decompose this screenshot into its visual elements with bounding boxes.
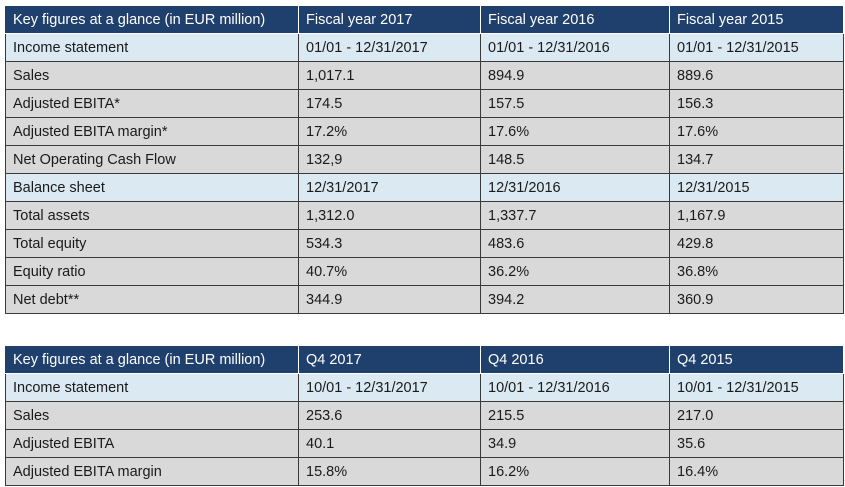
value-cell: 1,337.7	[480, 201, 670, 230]
value-cell: 253.6	[298, 401, 481, 430]
row-label: Adjusted EBITA margin	[5, 457, 299, 486]
header-cell-2016: Fiscal year 2016	[480, 5, 670, 34]
value-cell: 344.9	[298, 285, 481, 314]
table-row: Total equity 534.3 483.6 429.8	[5, 229, 844, 258]
row-label: Adjusted EBITA*	[5, 89, 299, 118]
row-label: Equity ratio	[5, 257, 299, 286]
value-cell: 36.2%	[480, 257, 670, 286]
value-cell: 35.6	[669, 429, 844, 458]
value-cell: 1,312.0	[298, 201, 481, 230]
header-cell-q4-2015: Q4 2015	[669, 345, 844, 374]
row-label: Net Operating Cash Flow	[5, 145, 299, 174]
row-label: Balance sheet	[5, 173, 299, 202]
value-cell: 16.2%	[480, 457, 670, 486]
table-row: Sales 253.6 215.5 217.0	[5, 401, 844, 430]
row-label: Net debt**	[5, 285, 299, 314]
header-cell-q4-2017: Q4 2017	[298, 345, 481, 374]
key-figures-annual-table: Key figures at a glance (in EUR million)…	[5, 5, 844, 314]
value-cell: 01/01 - 12/31/2015	[669, 33, 844, 62]
value-cell: 01/01 - 12/31/2017	[298, 33, 481, 62]
value-cell: 36.8%	[669, 257, 844, 286]
table-header-row: Key figures at a glance (in EUR million)…	[5, 5, 844, 34]
value-cell: 15.8%	[298, 457, 481, 486]
row-label: Income statement	[5, 373, 299, 402]
header-cell-label: Key figures at a glance (in EUR million)	[5, 345, 299, 374]
value-cell: 132,9	[298, 145, 481, 174]
value-cell: 174.5	[298, 89, 481, 118]
value-cell: 10/01 - 12/31/2016	[480, 373, 670, 402]
value-cell: 134.7	[669, 145, 844, 174]
value-cell: 1,017.1	[298, 61, 481, 90]
header-cell-2015: Fiscal year 2015	[669, 5, 844, 34]
table-row: Net debt** 344.9 394.2 360.9	[5, 285, 844, 314]
table-row: Total assets 1,312.0 1,337.7 1,167.9	[5, 201, 844, 230]
value-cell: 01/01 - 12/31/2016	[480, 33, 670, 62]
key-figures-q4-table: Key figures at a glance (in EUR million)…	[5, 345, 844, 486]
value-cell: 429.8	[669, 229, 844, 258]
table-row: Net Operating Cash Flow 132,9 148.5 134.7	[5, 145, 844, 174]
value-cell: 360.9	[669, 285, 844, 314]
table-row: Adjusted EBITA margin 15.8% 16.2% 16.4%	[5, 457, 844, 486]
value-cell: 16.4%	[669, 457, 844, 486]
table-row: Adjusted EBITA margin* 17.2% 17.6% 17.6%	[5, 117, 844, 146]
table-row: Adjusted EBITA 40.1 34.9 35.6	[5, 429, 844, 458]
value-cell: 17.6%	[480, 117, 670, 146]
table-row: Sales 1,017.1 894.9 889.6	[5, 61, 844, 90]
section-row: Income statement 10/01 - 12/31/2017 10/01 …	[5, 373, 844, 402]
value-cell: 483.6	[480, 229, 670, 258]
value-cell: 10/01 - 12/31/2015	[669, 373, 844, 402]
value-cell: 1,167.9	[669, 201, 844, 230]
value-cell: 889.6	[669, 61, 844, 90]
table-row: Adjusted EBITA* 174.5 157.5 156.3	[5, 89, 844, 118]
value-cell: 12/31/2015	[669, 173, 844, 202]
table-row: Equity ratio 40.7% 36.2% 36.8%	[5, 257, 844, 286]
header-cell-q4-2016: Q4 2016	[480, 345, 670, 374]
value-cell: 17.6%	[669, 117, 844, 146]
value-cell: 217.0	[669, 401, 844, 430]
value-cell: 534.3	[298, 229, 481, 258]
value-cell: 394.2	[480, 285, 670, 314]
value-cell: 894.9	[480, 61, 670, 90]
value-cell: 12/31/2017	[298, 173, 481, 202]
value-cell: 156.3	[669, 89, 844, 118]
header-cell-label: Key figures at a glance (in EUR million)	[5, 5, 299, 34]
header-cell-2017: Fiscal year 2017	[298, 5, 481, 34]
row-label: Income statement	[5, 33, 299, 62]
row-label: Sales	[5, 401, 299, 430]
row-label: Total equity	[5, 229, 299, 258]
value-cell: 34.9	[480, 429, 670, 458]
row-label: Sales	[5, 61, 299, 90]
value-cell: 17.2%	[298, 117, 481, 146]
value-cell: 40.7%	[298, 257, 481, 286]
row-label: Adjusted EBITA margin*	[5, 117, 299, 146]
table-header-row: Key figures at a glance (in EUR million)…	[5, 345, 844, 374]
section-row: Income statement 01/01 - 12/31/2017 01/01 …	[5, 33, 844, 62]
row-label: Total assets	[5, 201, 299, 230]
value-cell: 10/01 - 12/31/2017	[298, 373, 481, 402]
value-cell: 148.5	[480, 145, 670, 174]
value-cell: 215.5	[480, 401, 670, 430]
value-cell: 157.5	[480, 89, 670, 118]
section-row: Balance sheet 12/31/2017 12/31/2016 12/31/2…	[5, 173, 844, 202]
value-cell: 40.1	[298, 429, 481, 458]
value-cell: 12/31/2016	[480, 173, 670, 202]
row-label: Adjusted EBITA	[5, 429, 299, 458]
